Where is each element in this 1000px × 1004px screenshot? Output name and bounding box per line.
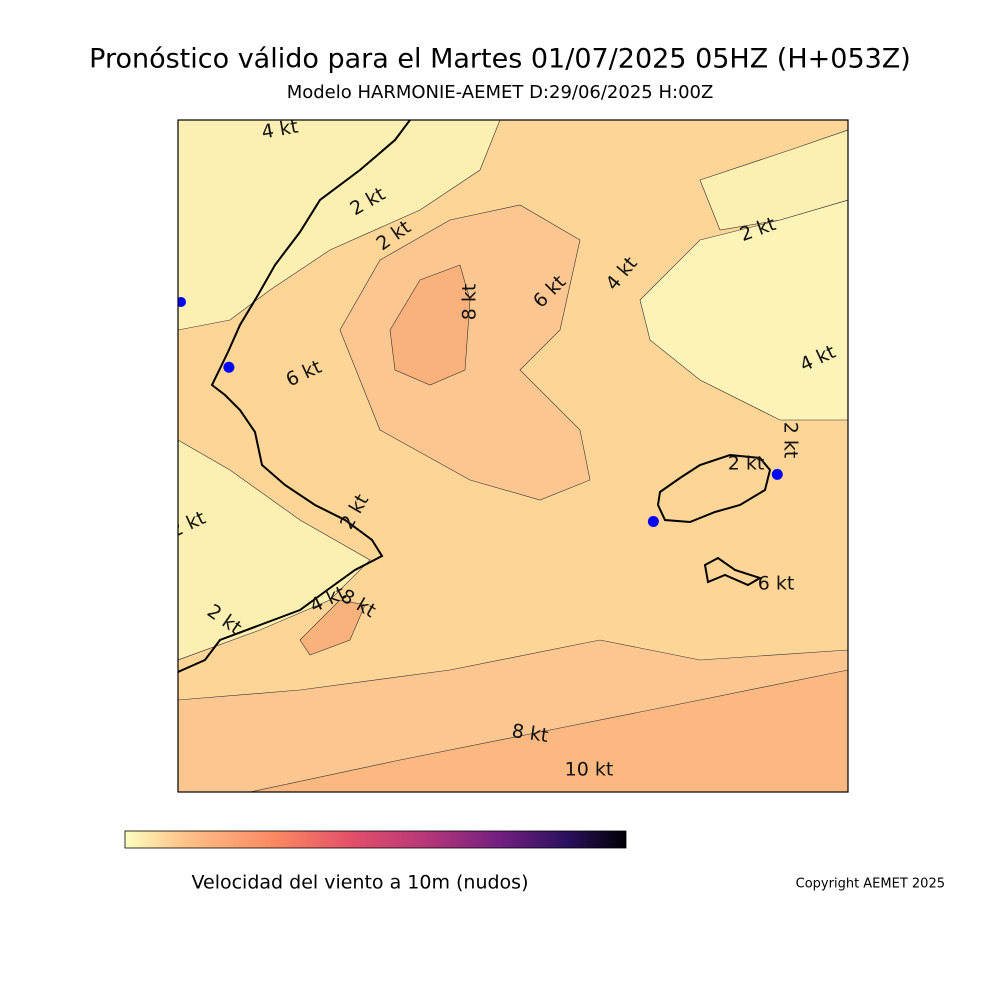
contour-label: 4 kt: [260, 115, 300, 143]
place-marker: [178, 297, 186, 307]
field-light: [178, 120, 501, 331]
field-dark: [389, 264, 471, 386]
map-field: 4 kt 2 kt 2 kt 8 kt 6 kt 4 kt 2 kt 4 kt …: [178, 115, 848, 792]
place-marker: [647, 515, 659, 527]
field-light: [639, 199, 848, 421]
place-marker: [223, 361, 235, 373]
contour-label: 2 kt: [780, 422, 802, 459]
coastline: [178, 120, 411, 673]
colorbar-label: Velocidad del viento a 10m (nudos): [192, 872, 529, 894]
copyright: Copyright AEMET 2025: [796, 877, 945, 892]
colorbar: [124, 830, 627, 849]
map-frame: [177, 119, 849, 793]
field-dark: [249, 669, 848, 792]
contour-label: 10 kt: [565, 759, 614, 781]
coastline-formentera: [703, 556, 763, 587]
field-dark: [299, 599, 366, 656]
places: [223, 361, 783, 527]
contour-label: 8 kt: [459, 284, 481, 321]
subtitle: Modelo HARMONIE-AEMET D:29/06/2025 H:00Z: [287, 82, 714, 103]
field-light: [178, 439, 371, 661]
contour-label: 8 kt: [510, 720, 549, 747]
place-marker: [771, 468, 783, 480]
contour-label: 2 kt: [728, 453, 765, 475]
coastline-ibiza: [656, 453, 772, 524]
contour-label: 6 kt: [758, 573, 795, 595]
title: Pronóstico válido para el Martes 01/07/2…: [89, 44, 911, 75]
field-light: [699, 129, 848, 231]
